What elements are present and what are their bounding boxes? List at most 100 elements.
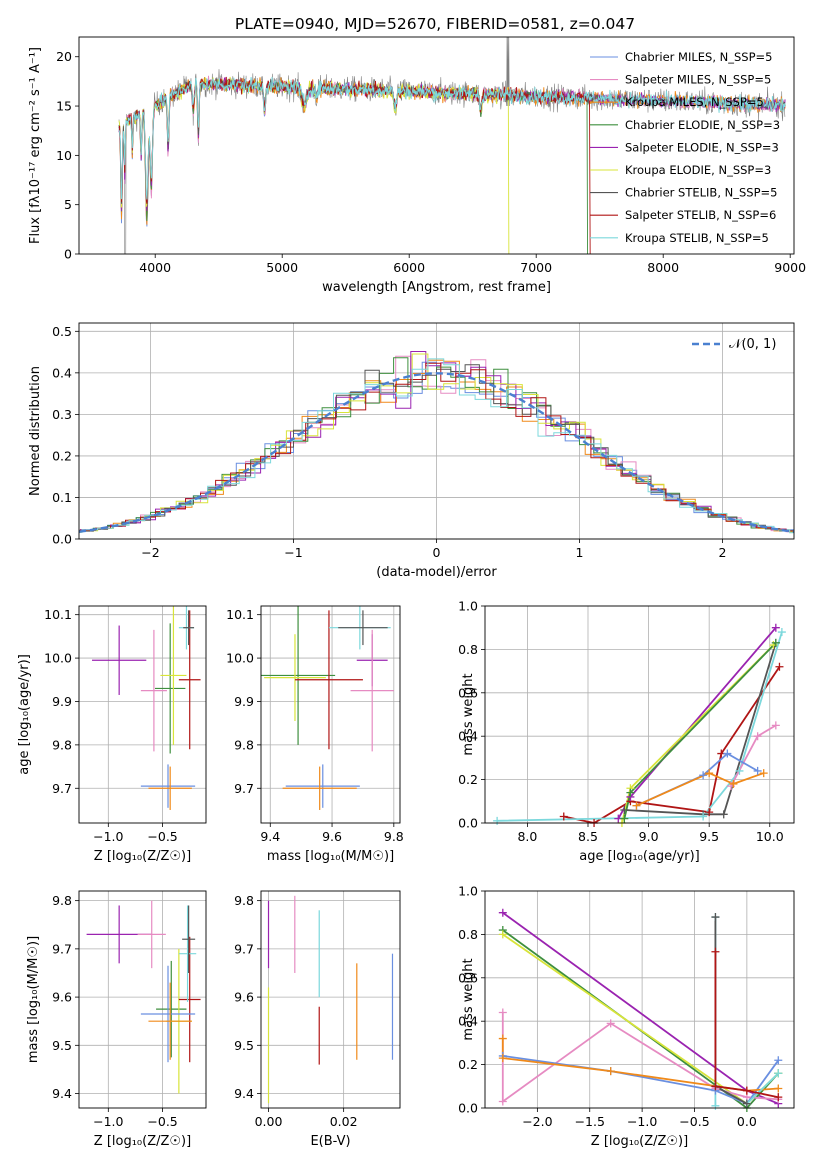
legend-label: Kroupa ELODIE, N_SSP=3 — [625, 163, 771, 177]
y-axis-label: mass weight — [461, 958, 476, 1040]
x-tick-label: 6000 — [393, 260, 425, 275]
x-tick-label: 9.5 — [699, 829, 719, 844]
x-tick-label: 4000 — [139, 260, 171, 275]
plot-layer — [261, 606, 394, 810]
y-tick-label: 9.8 — [234, 893, 254, 908]
x-tick-label: −2 — [141, 545, 159, 560]
legend-label: Kroupa MILES, N_SSP=5 — [625, 95, 764, 109]
legend-label: Chabrier STELIB, N_SSP=5 — [625, 186, 777, 200]
spectrum-panel: 4000 5000 6000 7000 8000 9000 0 5 10 15 20 waveleng… — [28, 36, 806, 295]
data-point-marker — [620, 814, 629, 823]
mass-weight-line — [563, 666, 781, 823]
y-tick-label: 20 — [56, 49, 72, 64]
y-tick-label: 0.1 — [52, 490, 72, 505]
y-tick-label: 9.7 — [52, 941, 72, 956]
x-tick-label: −0.5 — [679, 1114, 709, 1129]
mass-weight-line — [497, 631, 783, 822]
y-tick-label: 9.8 — [52, 893, 72, 908]
y-tick-label: 0.5 — [52, 324, 72, 339]
y-tick-label: 9.4 — [52, 1086, 72, 1101]
y-tick-label: 9.7 — [52, 781, 72, 796]
x-axis-label: E(B-V) — [310, 1134, 350, 1149]
y-tick-label: 10.1 — [226, 607, 254, 622]
residual-histogram-panel: −2 −1 0 1 2 0.0 0.1 0.2 0.3 0.4 0.5 (data-model)/er… — [28, 322, 795, 580]
mass-weight-line — [636, 772, 765, 807]
chart-title: PLATE=0940, MJD=52670, FIBERID=0581, z=0… — [235, 15, 635, 33]
mass-vs-ebv-panel: 0.00 0.02 9.4 9.5 9.6 9.7 9.8 E(B-V) — [234, 890, 401, 1149]
x-axis-label: (data-model)/error — [376, 565, 497, 580]
data-point-marker — [493, 816, 502, 825]
y-tick-label: 0.4 — [52, 365, 72, 380]
data-point-marker — [705, 769, 714, 778]
data-point-marker — [711, 1101, 720, 1110]
data-point-marker — [774, 1056, 783, 1065]
plot-layer — [86, 900, 201, 1094]
y-axis-label: mass weight — [461, 673, 476, 755]
data-point-marker — [753, 766, 762, 775]
axes-frame — [260, 890, 401, 1109]
y-tick-label: 0 — [64, 247, 72, 262]
y-tick-label: 9.5 — [52, 1038, 72, 1053]
data-point-marker — [705, 808, 714, 817]
y-tick-label: 0.0 — [52, 532, 72, 547]
mass-weight-line — [624, 642, 777, 816]
y-tick-label: 10.0 — [44, 651, 72, 666]
x-axis-label: age [log₁₀(age/yr)] — [579, 849, 700, 864]
data-point-marker — [723, 749, 732, 758]
plot-area — [79, 606, 206, 823]
y-tick-label: 9.7 — [234, 941, 254, 956]
y-tick-label: 0.6 — [458, 685, 478, 700]
y-tick-label: 10 — [56, 148, 72, 163]
model-spectrum-line — [118, 76, 786, 200]
x-tick-label: 9.6 — [322, 829, 342, 844]
data-point-marker — [774, 1084, 783, 1093]
data-point-marker — [742, 1086, 751, 1095]
x-tick-label: −1 — [284, 545, 302, 560]
x-tick-label: −2.0 — [522, 1114, 552, 1129]
legend-label: Salpeter MILES, N_SSP=5 — [625, 73, 771, 87]
data-point-marker — [711, 947, 720, 956]
x-tick-label: 1 — [576, 545, 584, 560]
y-tick-label: 10.1 — [44, 607, 72, 622]
data-point-marker — [753, 732, 762, 741]
axes-frame — [484, 890, 795, 1109]
plot-area — [485, 891, 794, 1108]
x-tick-label: 9.0 — [639, 829, 659, 844]
y-tick-label: 1.0 — [458, 599, 478, 614]
y-tick-label: 9.9 — [234, 694, 254, 709]
y-tick-label: 9.7 — [234, 781, 254, 796]
x-tick-label: 8000 — [647, 260, 679, 275]
mass-weight-vs-age-panel: 8.0 8.5 9.0 9.5 10.0 0.0 0.2 0.4 0.6 0.8 1.0 age [l… — [458, 599, 795, 864]
legend-label: Salpeter STELIB, N_SSP=6 — [625, 208, 776, 222]
x-tick-label: 9.4 — [260, 829, 280, 844]
plot-layer — [92, 606, 201, 810]
y-tick-label: 0.0 — [458, 816, 478, 831]
axes-frame — [78, 605, 207, 824]
x-tick-label: 10.0 — [756, 829, 784, 844]
x-axis-label: wavelength [Angstrom, rest frame] — [322, 280, 551, 295]
data-point-marker — [771, 721, 780, 730]
data-point-marker — [620, 805, 629, 814]
legend-label: Chabrier ELODIE, N_SSP=3 — [625, 118, 780, 132]
data-point-marker — [729, 779, 738, 788]
y-tick-label: 15 — [56, 99, 72, 114]
legend-label: Kroupa STELIB, N_SSP=5 — [625, 231, 769, 245]
x-tick-label: 0.00 — [255, 1114, 283, 1129]
y-tick-label: 1.0 — [458, 884, 478, 899]
x-tick-label: 9000 — [774, 260, 806, 275]
y-tick-label: 0.2 — [458, 772, 478, 787]
data-point-marker — [498, 1008, 507, 1017]
legend-label: Salpeter ELODIE, N_SSP=3 — [625, 140, 779, 154]
y-tick-label: 9.6 — [234, 990, 254, 1005]
axes-frame — [78, 36, 795, 255]
axes-frame — [484, 605, 795, 824]
data-point-marker — [771, 623, 780, 632]
data-point-marker — [771, 638, 780, 647]
y-tick-label: 0.2 — [458, 1057, 478, 1072]
x-tick-label: −1.5 — [575, 1114, 605, 1129]
y-axis-label: mass [log₁₀(M/M☉)] — [26, 936, 41, 1063]
mass-weight-line — [714, 951, 779, 1099]
y-tick-label: 9.9 — [52, 694, 72, 709]
plot-layer — [79, 351, 794, 534]
